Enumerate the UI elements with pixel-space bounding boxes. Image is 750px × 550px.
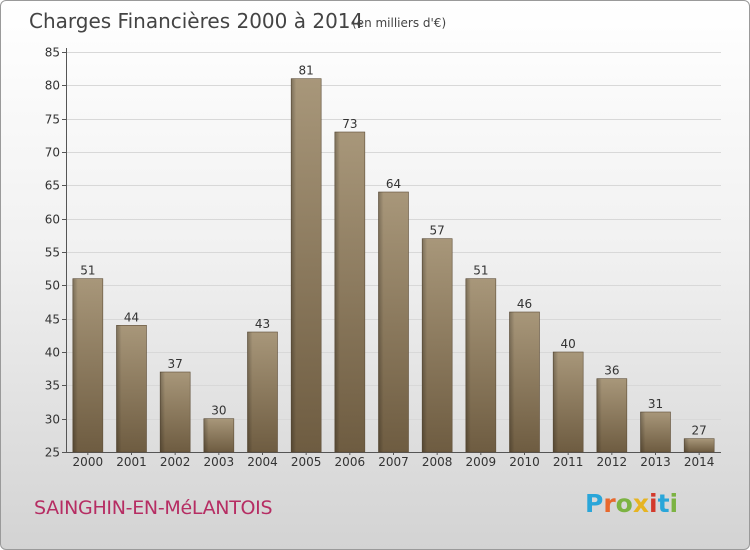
- logo-letter: t: [657, 489, 670, 518]
- bar-shade: [334, 132, 340, 452]
- y-tick-label: 80: [45, 79, 60, 93]
- y-tick-label: 55: [45, 246, 60, 260]
- bar-shade: [116, 325, 122, 452]
- bar-shade: [160, 372, 166, 452]
- data-label: 81: [299, 64, 314, 78]
- y-tick-label: 45: [45, 313, 60, 327]
- bar-shade: [203, 418, 209, 452]
- bar-shade: [596, 378, 602, 452]
- axes: 25 30 35 40 45 50 55 60 65 70 75 80 85 2000 2001 2002 20…: [45, 46, 721, 469]
- data-label: 51: [473, 264, 488, 278]
- bars: [72, 78, 715, 453]
- x-tick-label: 2005: [291, 455, 322, 469]
- chart-title: Charges Financières 2000 à 2014: [29, 9, 364, 33]
- x-tick-label: 2003: [204, 455, 235, 469]
- data-label: 73: [342, 117, 357, 131]
- proxiti-logo: Proxiti: [585, 489, 678, 518]
- bar-shade: [684, 438, 690, 452]
- x-tick-label: 2011: [553, 455, 584, 469]
- logo-letter: x: [632, 489, 649, 518]
- x-tick-label: 2006: [335, 455, 366, 469]
- y-tick-label: 50: [45, 279, 60, 293]
- bar-shade: [465, 278, 471, 452]
- y-tick-label: 60: [45, 213, 60, 227]
- bar-shade: [553, 352, 559, 452]
- bar-shade: [422, 238, 428, 452]
- y-tick-label: 70: [45, 146, 60, 160]
- data-label: 37: [168, 357, 183, 371]
- logo-letter: o: [615, 489, 633, 518]
- data-label: 31: [648, 397, 663, 411]
- x-tick-label: 2007: [378, 455, 409, 469]
- y-tick-label: 35: [45, 379, 60, 393]
- x-tick-label: 2004: [247, 455, 278, 469]
- x-tick-label: 2014: [684, 455, 715, 469]
- x-tick-label: 2013: [640, 455, 671, 469]
- data-label: 36: [604, 364, 619, 378]
- y-tick-label: 85: [45, 46, 60, 60]
- data-label: 46: [517, 297, 532, 311]
- logo-letter: r: [603, 489, 616, 518]
- x-tick-label: 2009: [466, 455, 497, 469]
- y-tick-label: 30: [45, 413, 60, 427]
- data-label: 51: [80, 264, 95, 278]
- bar-shade: [247, 332, 253, 452]
- data-label: 64: [386, 177, 401, 191]
- bar-shade: [378, 192, 384, 452]
- data-label: 57: [430, 224, 445, 238]
- logo-letter: P: [585, 489, 604, 518]
- data-labels: 51 44 37 30 43 81 73 64 57 51 46 40 36 31 27: [80, 64, 707, 438]
- x-tick-label: 2008: [422, 455, 453, 469]
- y-tick-label: 40: [45, 346, 60, 360]
- bar-shade: [509, 312, 515, 452]
- data-label: 27: [692, 424, 707, 438]
- bar-shade: [72, 278, 78, 452]
- x-tick-label: 2000: [73, 455, 104, 469]
- logo-letter: i: [649, 489, 658, 518]
- data-label: 30: [211, 404, 226, 418]
- bar-shade: [640, 412, 646, 452]
- data-label: 43: [255, 317, 270, 331]
- y-tick-label: 75: [45, 113, 60, 127]
- x-tick-label: 2002: [160, 455, 191, 469]
- data-label: 40: [561, 337, 576, 351]
- town-name: SAINGHIN-EN-MéLANTOIS: [34, 497, 273, 519]
- y-tick-label: 65: [45, 179, 60, 193]
- x-tick-label: 2001: [116, 455, 147, 469]
- data-label: 44: [124, 310, 139, 324]
- x-tick-label: 2012: [597, 455, 628, 469]
- x-tick-label: 2010: [509, 455, 540, 469]
- logo-letter: i: [669, 489, 679, 518]
- y-tick-label: 25: [45, 446, 60, 460]
- chart-unit: (en milliers d'€): [352, 16, 447, 30]
- bar-shade: [291, 78, 297, 453]
